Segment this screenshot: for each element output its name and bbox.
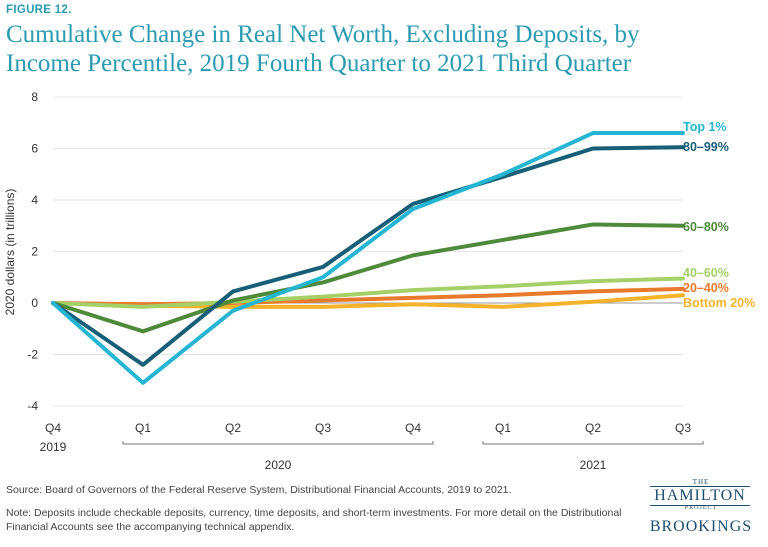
y-tick-label: 4 — [31, 193, 38, 207]
source-note: Source: Board of Governors of the Federa… — [6, 484, 512, 496]
series-line-80-99 — [51, 145, 685, 367]
x-tick-label: Q1 — [135, 421, 151, 435]
y-axis-label: 2020 dollars (in trillions) — [3, 189, 17, 316]
chart-title: Cumulative Change in Real Net Worth, Exc… — [6, 21, 640, 77]
legend-label: Bottom 20% — [683, 296, 755, 310]
year-2020-label: 2020 — [265, 458, 292, 472]
y-tick-label: 6 — [31, 142, 38, 156]
year-2021-bracket — [482, 441, 704, 445]
y-tick-label: 2 — [31, 245, 38, 259]
x-tick-label: Q2 — [585, 421, 601, 435]
year-2020-bracket — [122, 441, 434, 445]
legend-label: 40–60% — [683, 266, 729, 280]
series-line-40-60 — [51, 276, 685, 309]
logo-project: PROJECT — [684, 505, 718, 511]
hamilton-brookings-logo: THE HAMILTON PROJECT BROOKINGS — [640, 478, 762, 542]
y-tick-label: -4 — [27, 399, 38, 413]
x-tick-label: Q4 — [45, 421, 61, 435]
legend-label: 60–80% — [683, 220, 729, 234]
x-year-label-2019: 2019 — [40, 440, 67, 454]
logo-the: THE — [692, 478, 710, 486]
y-tick-label: 8 — [31, 90, 38, 104]
year-2021-label: 2021 — [580, 458, 607, 472]
chart: 8 6 4 2 0 -2 -4 2020 dollars (in trillions) Bo… — [3, 90, 755, 472]
x-tick-label: Q3 — [675, 421, 691, 435]
year-brackets: 2020 2021 — [122, 441, 704, 472]
legend-label: Top 1% — [683, 120, 727, 134]
series-line-60-80 — [51, 222, 685, 334]
x-axis-ticks: Q4 Q1 Q2 Q3 Q4 Q1 Q2 Q3 2019 — [40, 421, 692, 454]
legend-label: 80–99% — [683, 140, 729, 154]
series-line-top-1 — [51, 131, 685, 385]
x-tick-label: Q2 — [225, 421, 241, 435]
chart-legend: Bottom 20%20–40%40–60% 60–80% 80–99% Top 1% — [683, 120, 755, 310]
x-tick-label: Q4 — [405, 421, 421, 435]
logo-hamilton: HAMILTON — [650, 486, 750, 506]
y-tick-label: 0 — [31, 296, 38, 310]
y-axis-ticks: 8 6 4 2 0 -2 -4 — [27, 90, 38, 413]
x-tick-label: Q1 — [495, 421, 511, 435]
chart-series — [51, 131, 685, 385]
y-tick-label: -2 — [27, 348, 38, 362]
figure-label: FIGURE 12. — [6, 4, 72, 16]
footnote: Note: Deposits include checkable deposit… — [6, 507, 622, 533]
legend-label: 20–40% — [683, 281, 729, 295]
x-tick-label: Q3 — [315, 421, 331, 435]
logo-brookings: BROOKINGS — [649, 518, 753, 535]
